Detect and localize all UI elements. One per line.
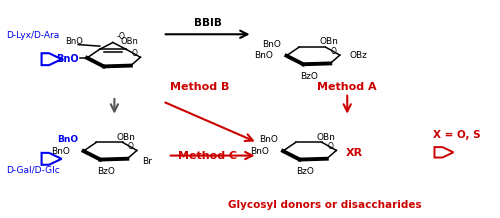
FancyArrow shape — [42, 53, 62, 65]
FancyArrow shape — [42, 153, 62, 165]
Text: OBn: OBn — [116, 133, 136, 142]
Text: O: O — [331, 47, 337, 56]
Text: Method C: Method C — [178, 151, 237, 161]
Text: BnO: BnO — [57, 135, 78, 144]
Text: BnO: BnO — [259, 135, 278, 144]
Text: XR: XR — [346, 148, 363, 158]
Text: D-Lyx/D-Ara: D-Lyx/D-Ara — [6, 31, 59, 40]
Text: Method A: Method A — [318, 82, 377, 92]
Text: BnO: BnO — [65, 37, 83, 46]
Text: BnO: BnO — [262, 40, 281, 49]
Text: BnO: BnO — [250, 147, 270, 156]
Text: BnO: BnO — [51, 147, 70, 156]
Text: OBz: OBz — [350, 51, 368, 60]
Text: D-Gal/D-Glc: D-Gal/D-Glc — [6, 165, 60, 174]
Text: BzO: BzO — [296, 167, 314, 176]
Text: X = O, S: X = O, S — [433, 130, 480, 140]
Text: BnO: BnO — [254, 51, 273, 60]
Text: OBn: OBn — [316, 133, 335, 142]
Text: Br: Br — [142, 157, 152, 166]
Text: Method B: Method B — [170, 82, 230, 92]
Text: BzO: BzO — [97, 167, 114, 176]
Text: BBIB: BBIB — [194, 19, 222, 28]
Text: O: O — [328, 142, 334, 151]
Text: -O: -O — [116, 32, 126, 41]
Text: Glycosyl donors or disaccharides: Glycosyl donors or disaccharides — [228, 200, 422, 210]
FancyArrow shape — [434, 147, 454, 158]
Text: OBn: OBn — [120, 37, 138, 46]
Text: OBn: OBn — [320, 37, 338, 46]
Text: O: O — [128, 142, 134, 151]
Text: BnO: BnO — [56, 54, 78, 65]
Text: BzO: BzO — [300, 72, 318, 80]
Text: O: O — [132, 49, 138, 58]
